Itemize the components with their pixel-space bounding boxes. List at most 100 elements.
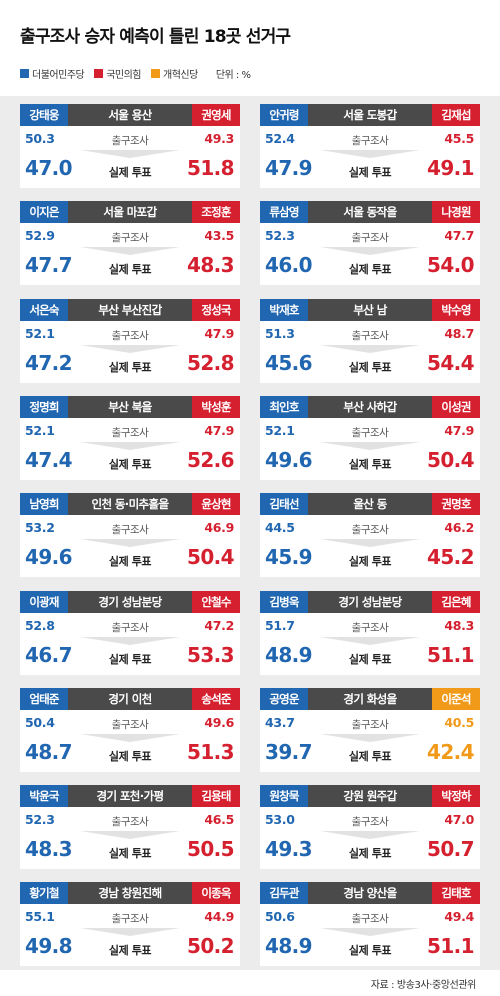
actual-left-value: 49.8	[25, 934, 73, 959]
actual-vote-label: 실제 투표	[108, 166, 152, 179]
district-name: 울산 동	[353, 497, 387, 512]
district-card: 남영희 인천 동·미추홀을 윤상현 53.2 출구조사 46.9 49.6 실제 투표 50.4	[20, 493, 240, 578]
exit-poll-left-value: 50.3	[25, 131, 55, 146]
actual-right-value: 54.0	[427, 253, 475, 278]
exit-poll-label: 출구조사	[351, 913, 389, 926]
card-header: 원창묵 강원 원주갑 박정하	[260, 785, 480, 808]
exit-poll-row: 50.4 출구조사 49.6	[20, 710, 240, 734]
legend-item-ppp: 국민의힘	[94, 66, 142, 81]
exit-poll-label: 출구조사	[111, 524, 149, 537]
left-candidate-name: 남영희	[20, 493, 68, 516]
exit-poll-left-value: 51.3	[265, 325, 295, 341]
district-name: 경기 화성을	[343, 691, 397, 706]
legend-swatch-ppp	[94, 68, 104, 78]
actual-right-value: 49.1	[427, 156, 475, 180]
district-card: 황기철 경남 창원진해 이종욱 55.1 출구조사 44.9 49.8 실제 투표 50.2	[20, 882, 240, 967]
right-candidate-name: 안철수	[192, 590, 240, 613]
district-card: 김병욱 경기 성남분당 김은혜 51.7 출구조사 48.3 48.9 실제 투표 51.1	[260, 590, 480, 675]
district-card: 김두관 경남 양산을 김태호 50.6 출구조사 49.4 48.9 실제 투표 51.1	[260, 882, 480, 967]
exit-poll-left-value: 53.2	[25, 520, 55, 536]
actual-left-value: 49.6	[25, 545, 73, 570]
exit-poll-left-value: 52.3	[25, 812, 55, 828]
left-candidate-name: 김태선	[260, 493, 308, 516]
down-arrow-shape	[80, 928, 180, 937]
actual-left-value: 39.7	[265, 739, 313, 764]
district-name: 강원 원주갑	[343, 789, 397, 804]
exit-poll-left-value: 52.4	[265, 131, 295, 146]
district-card: 박재호 부산 남 박수영 51.3 출구조사 48.7 45.6 실제 투표 54.4	[260, 298, 480, 383]
exit-poll-right-value: 47.9	[444, 422, 474, 438]
exit-poll-left-value: 52.9	[25, 228, 55, 244]
down-arrow-shape	[80, 344, 180, 353]
exit-poll-row: 50.6 출구조사 49.4	[260, 904, 480, 928]
right-candidate-name: 박정하	[432, 785, 480, 808]
right-candidate-name: 김은혜	[432, 590, 480, 613]
left-candidate-name: 박윤국	[20, 785, 68, 808]
down-arrow-shape	[80, 831, 180, 840]
exit-poll-label: 출구조사	[111, 718, 149, 731]
district-name: 부산 남	[353, 302, 387, 317]
exit-poll-right-value: 49.6	[204, 714, 234, 730]
exit-poll-left-value: 52.3	[265, 228, 295, 244]
district-name: 부산 북을	[108, 399, 152, 414]
district-name: 서울 동작을	[343, 205, 397, 220]
exit-poll-right-value: 46.9	[204, 520, 234, 536]
district-name: 경기 포천·가평	[96, 789, 164, 804]
district-name: 경기 이천	[108, 691, 152, 706]
exit-poll-left-value: 43.7	[265, 714, 295, 730]
exit-poll-row: 52.3 출구조사 47.7	[260, 223, 480, 247]
actual-left-value: 45.6	[265, 350, 313, 375]
down-arrow-shape	[80, 441, 180, 450]
down-arrow-shape	[80, 247, 180, 256]
card-header: 류삼영 서울 동작을 나경원	[260, 201, 480, 224]
actual-right-value: 52.8	[187, 350, 235, 375]
exit-poll-right-value: 48.7	[444, 325, 474, 341]
exit-poll-label: 출구조사	[351, 621, 389, 634]
exit-poll-label: 출구조사	[351, 135, 389, 147]
actual-right-value: 51.3	[187, 739, 235, 764]
actual-left-value: 48.7	[25, 739, 73, 764]
actual-left-value: 47.2	[25, 350, 73, 375]
actual-left-value: 47.9	[265, 156, 313, 180]
district-name: 경남 양산을	[343, 886, 397, 901]
right-candidate-name: 권명호	[432, 493, 480, 516]
down-arrow-shape	[320, 441, 420, 450]
actual-right-value: 51.8	[187, 156, 235, 180]
right-candidate-name: 권영세	[192, 104, 240, 126]
district-card: 박윤국 경기 포천·가평 김용태 52.3 출구조사 46.5 48.3 실제 투표 50.5	[20, 785, 240, 870]
card-header: 이지은 서울 마포갑 조정훈	[20, 201, 240, 224]
results-panel: 강태웅 서울 용산 권영세 50.3 출구조사 49.3 47.0 실제 투표 51.8 안귀령 서…	[0, 96, 500, 970]
exit-poll-row: 52.9 출구조사 43.5	[20, 223, 240, 247]
actual-right-value: 50.4	[427, 447, 475, 472]
exit-poll-label: 출구조사	[351, 816, 389, 829]
district-card: 공영운 경기 화성을 이준석 43.7 출구조사 40.5 39.7 실제 투표 42.4	[260, 687, 480, 772]
left-candidate-name: 류삼영	[260, 201, 308, 224]
legend-swatch-reform	[151, 68, 161, 78]
district-card: 정명희 부산 북을 박성훈 52.1 출구조사 47.9 47.4 실제 투표 52.6	[20, 395, 240, 480]
exit-poll-label: 출구조사	[111, 135, 149, 147]
card-header: 최인호 부산 사하갑 이성권	[260, 395, 480, 418]
actual-vote-label: 실제 투표	[348, 944, 392, 958]
down-arrow-shape	[320, 831, 420, 840]
card-header: 김태선 울산 동 권명호	[260, 493, 480, 516]
actual-vote-label: 실제 투표	[108, 555, 152, 569]
district-name: 서울 도봉갑	[343, 108, 397, 122]
legend-item-democratic: 더불어민주당	[20, 66, 85, 81]
exit-poll-row: 43.7 출구조사 40.5	[260, 710, 480, 734]
page-title: 출구조사 승자 예측이 틀린 18곳 선거구	[20, 27, 291, 47]
actual-left-value: 47.4	[25, 447, 73, 472]
exit-poll-row: 53.0 출구조사 47.0	[260, 807, 480, 831]
actual-vote-label: 실제 투표	[348, 749, 392, 763]
district-name: 경기 성남분당	[338, 594, 402, 609]
down-arrow-icon	[80, 441, 180, 450]
right-candidate-name: 김용태	[192, 785, 240, 808]
exit-poll-label: 출구조사	[351, 426, 389, 439]
district-name: 서울 마포갑	[103, 205, 157, 220]
right-candidate-name: 이준석	[432, 687, 480, 710]
district-name: 경기 성남분당	[98, 594, 162, 609]
card-header: 엄태준 경기 이천 송석준	[20, 687, 240, 710]
down-arrow-shape	[80, 636, 180, 645]
down-arrow-icon	[320, 636, 420, 645]
exit-poll-label: 출구조사	[111, 913, 149, 926]
exit-poll-left-value: 51.7	[265, 617, 295, 633]
